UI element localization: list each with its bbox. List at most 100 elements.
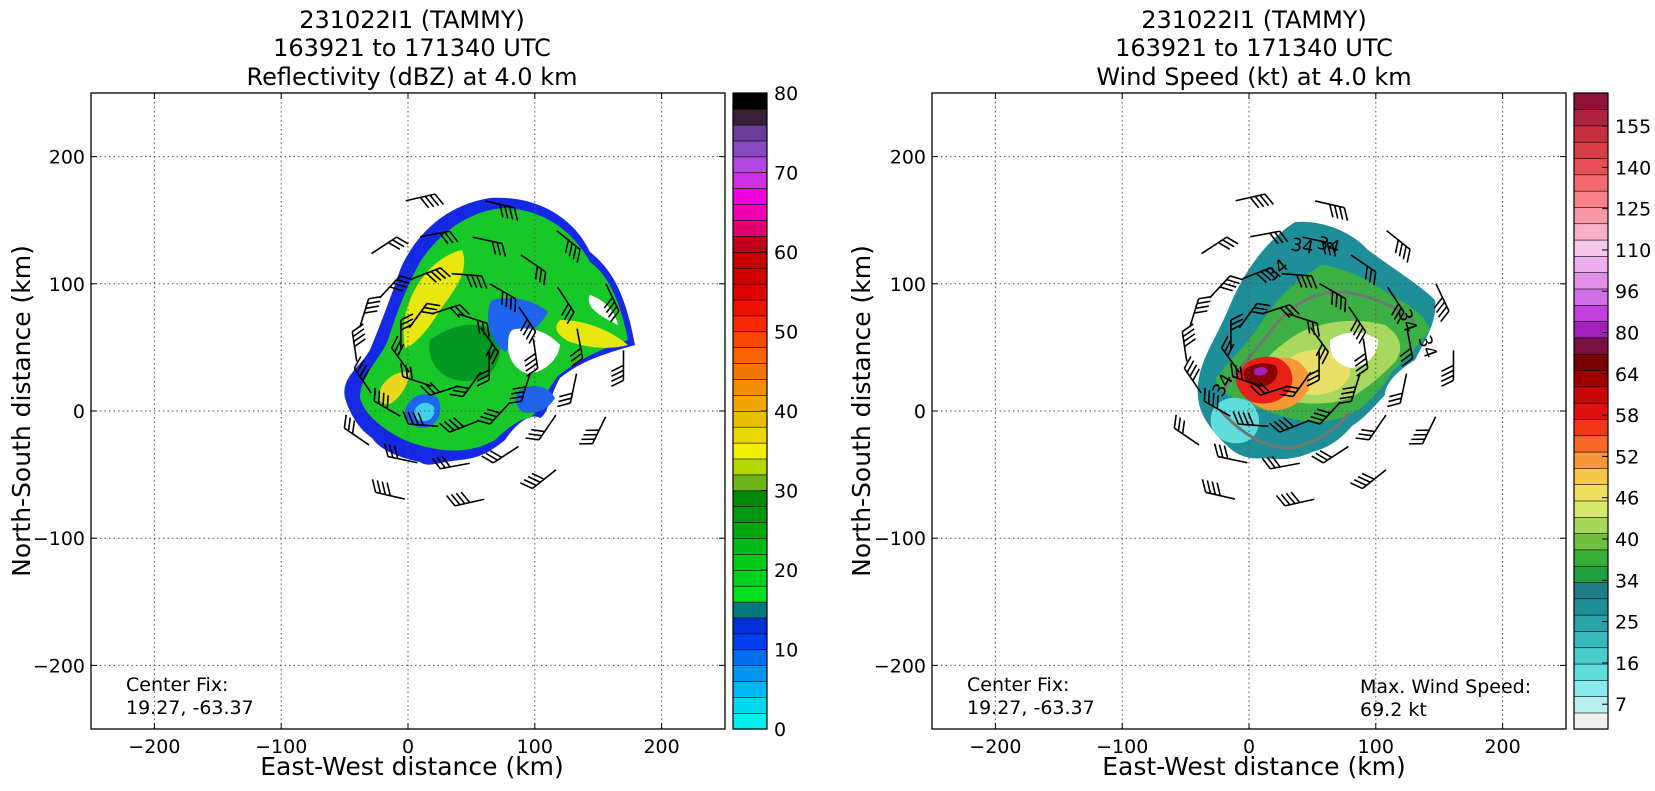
- y-tick-label: 200: [890, 147, 926, 169]
- colorbar-swatch: [1574, 501, 1608, 518]
- colorbar-tick-label: 125: [1615, 199, 1651, 221]
- wind-barb: [351, 324, 368, 361]
- wind-xlabel: East-West distance (km): [1102, 752, 1406, 781]
- colorbar-tick-label: 64: [1615, 364, 1639, 386]
- colorbar-swatch: [1574, 207, 1608, 224]
- colorbar-swatch: [1574, 435, 1608, 452]
- colorbar-swatch: [1574, 582, 1608, 599]
- colorbar-swatch: [1574, 664, 1608, 681]
- colorbar-tick-label: 20: [774, 560, 798, 582]
- colorbar-swatch: [733, 713, 767, 729]
- x-tick-label: −200: [969, 736, 1021, 758]
- y-tick-label: 200: [49, 147, 85, 169]
- colorbar-tick-label: 25: [1615, 612, 1639, 634]
- wind-speed-panel: 231022I1 (TAMMY) 163921 to 171340 UTC Wi…: [847, 6, 1651, 781]
- reflectivity-title-line-3: Reflectivity (dBZ) at 4.0 km: [247, 63, 578, 91]
- x-tick-label: −200: [128, 736, 180, 758]
- colorbar-swatch: [733, 347, 767, 363]
- wind-title-line-1: 231022I1 (TAMMY): [1141, 6, 1367, 34]
- colorbar-swatch: [733, 491, 767, 507]
- colorbar-swatch: [733, 681, 767, 697]
- colorbar-swatch: [1574, 370, 1608, 387]
- colorbar-tick-label: 140: [1615, 157, 1651, 179]
- y-tick-label: −100: [33, 528, 85, 550]
- colorbar-swatch: [1574, 680, 1608, 697]
- colorbar-swatch: [1574, 272, 1608, 289]
- colorbar-swatch: [733, 268, 767, 284]
- wind-barb: [1312, 201, 1350, 221]
- reflectivity-center-fix-value: 19.27, -63.37: [126, 697, 254, 719]
- wind-barb: [447, 488, 485, 508]
- wind-barb: [1181, 324, 1198, 361]
- wind-barb: [1379, 231, 1415, 263]
- colorbar-tick-label: 96: [1615, 281, 1639, 303]
- colorbar-swatch: [733, 459, 767, 475]
- colorbar-swatch: [733, 602, 767, 618]
- colorbar-swatch: [733, 109, 767, 125]
- colorbar-tick-label: 80: [1615, 323, 1639, 345]
- y-tick-label: 100: [49, 274, 85, 296]
- wind-center-fix-label: Center Fix:: [967, 674, 1069, 696]
- colorbar-swatch: [1574, 615, 1608, 632]
- colorbar-swatch: [1574, 419, 1608, 436]
- colorbar-tick-label: 16: [1615, 653, 1639, 675]
- colorbar-swatch: [1574, 484, 1608, 501]
- colorbar-swatch: [733, 634, 767, 650]
- colorbar-swatch: [1574, 109, 1608, 126]
- colorbar-swatch: [1574, 354, 1608, 371]
- colorbar-swatch: [733, 697, 767, 713]
- colorbar-swatch: [1574, 240, 1608, 257]
- reflectivity-center-fix-label: Center Fix:: [126, 674, 228, 696]
- colorbar-swatch: [1574, 321, 1608, 338]
- colorbar-swatch: [1574, 452, 1608, 469]
- wind-title-line-3: Wind Speed (kt) at 4.0 km: [1096, 63, 1411, 91]
- colorbar-tick-label: 60: [774, 242, 798, 264]
- wind-barb: [1236, 193, 1274, 213]
- colorbar-swatch: [733, 284, 767, 300]
- colorbar-tick-label: 110: [1615, 240, 1651, 262]
- colorbar-swatch: [1574, 631, 1608, 648]
- colorbar-tick-label: 40: [774, 401, 798, 423]
- colorbar-swatch: [1574, 533, 1608, 550]
- wind-barb: [579, 411, 605, 449]
- colorbar-swatch: [733, 252, 767, 268]
- colorbar-tick-label: 46: [1615, 488, 1639, 510]
- colorbar-swatch: [733, 443, 767, 459]
- colorbar-tick-label: 58: [1615, 405, 1639, 427]
- colorbar-tick-label: 30: [774, 481, 798, 503]
- wind-contour-label-1: 34: [1289, 234, 1315, 259]
- colorbar-swatch: [733, 506, 767, 522]
- colorbar-swatch: [733, 554, 767, 570]
- colorbar-swatch: [733, 220, 767, 236]
- colorbar-swatch: [733, 236, 767, 252]
- reflectivity-title-line-1: 231022I1 (TAMMY): [299, 6, 525, 34]
- reflectivity-title-line-2: 163921 to 171340 UTC: [273, 34, 551, 62]
- wind-barb: [360, 293, 382, 331]
- colorbar-swatch: [1574, 387, 1608, 404]
- colorbar-swatch: [733, 332, 767, 348]
- wind-ylabel: North-South distance (km): [847, 245, 876, 577]
- colorbar-swatch: [733, 379, 767, 395]
- x-tick-label: 200: [1484, 736, 1520, 758]
- colorbar-tick-label: 70: [774, 163, 798, 185]
- colorbar-swatch: [733, 395, 767, 411]
- y-tick-label: 100: [890, 274, 926, 296]
- reflectivity-xlabel: East-West distance (km): [260, 752, 564, 781]
- colorbar-swatch: [733, 522, 767, 538]
- colorbar-tick-label: 0: [774, 719, 786, 741]
- colorbar-swatch: [733, 618, 767, 634]
- max-wind-speed-label: Max. Wind Speed:: [1360, 676, 1531, 698]
- wind-barb: [1190, 293, 1212, 331]
- y-tick-label: −100: [874, 528, 926, 550]
- colorbar-swatch: [733, 411, 767, 427]
- y-tick-label: −200: [33, 655, 85, 677]
- wind-barb: [1277, 488, 1315, 508]
- colorbar-swatch: [1574, 550, 1608, 567]
- colorbar-tick-label: 80: [774, 83, 798, 105]
- colorbar-swatch: [733, 538, 767, 554]
- colorbar-swatch: [733, 650, 767, 666]
- wind-barb: [1409, 411, 1435, 449]
- colorbar-swatch: [1574, 403, 1608, 420]
- reflectivity-ylabel: North-South distance (km): [7, 245, 36, 577]
